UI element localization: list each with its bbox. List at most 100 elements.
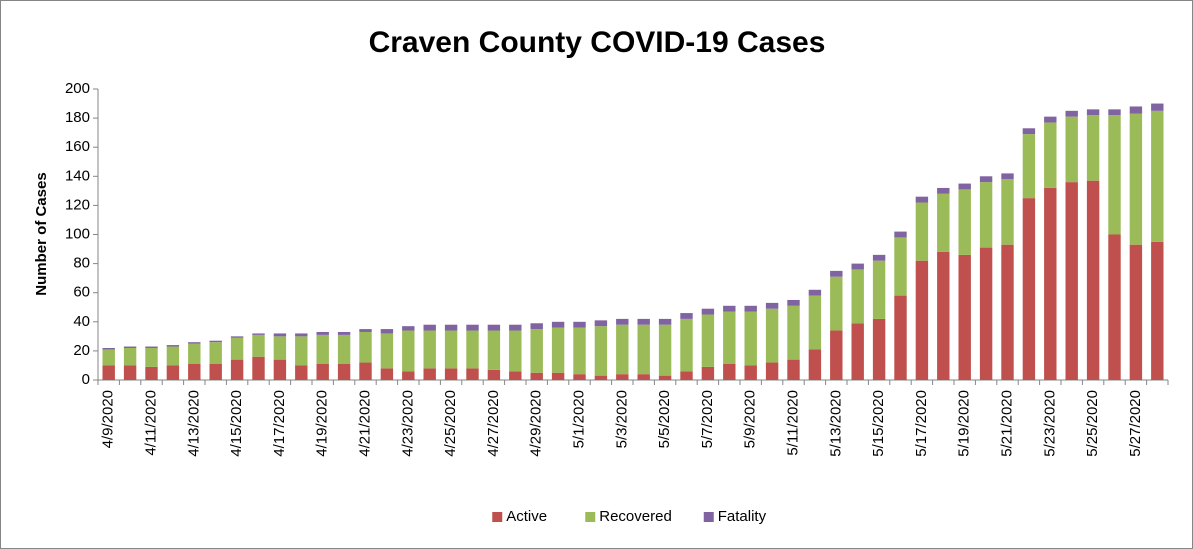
x-tick-label: 4/17/2020	[271, 390, 288, 457]
bar	[166, 365, 180, 380]
bar	[509, 324, 522, 331]
bar	[380, 368, 394, 380]
bar	[958, 183, 971, 190]
bar	[701, 308, 715, 315]
bar	[295, 336, 308, 366]
bar	[616, 318, 629, 325]
legend-label: Fatality	[718, 508, 767, 525]
bar	[915, 202, 929, 261]
y-axis-label: Number of Cases	[33, 172, 50, 295]
x-tick-label: 5/23/2020	[1041, 390, 1058, 457]
x-tick-label: 5/5/2020	[656, 390, 673, 448]
bar	[744, 365, 757, 380]
bar	[188, 342, 201, 344]
bar	[1044, 122, 1057, 188]
bar	[594, 326, 608, 376]
bar	[252, 333, 265, 335]
bar	[723, 311, 736, 364]
legend-swatch	[585, 512, 596, 522]
bar	[744, 305, 757, 312]
bar	[830, 330, 843, 380]
x-tick-label: 5/25/2020	[1084, 390, 1101, 457]
bar	[894, 295, 907, 380]
bar	[466, 368, 479, 380]
x-tick-label: 5/15/2020	[870, 390, 887, 457]
bar	[1108, 109, 1121, 116]
bar	[1065, 182, 1078, 380]
bar	[1065, 116, 1078, 183]
bar	[808, 289, 822, 296]
bar	[658, 318, 672, 325]
bar	[466, 324, 479, 331]
bar	[295, 365, 308, 380]
bar	[402, 371, 415, 380]
x-tick-label: 4/15/2020	[228, 390, 245, 457]
bar	[316, 334, 329, 364]
bar	[402, 326, 415, 331]
bar	[723, 363, 736, 380]
bar	[787, 359, 800, 380]
x-tick-label: 5/17/2020	[913, 390, 930, 457]
x-tick-label: 5/1/2020	[570, 390, 587, 448]
bar	[273, 336, 287, 360]
bar	[337, 363, 351, 380]
bar	[509, 330, 522, 372]
bar	[894, 231, 907, 238]
x-tick-label: 4/9/2020	[100, 390, 117, 448]
bar	[1001, 179, 1014, 245]
bar	[337, 331, 351, 335]
bar	[1108, 115, 1121, 235]
bar	[551, 321, 565, 328]
bar	[444, 324, 458, 331]
x-tick-label: 5/3/2020	[613, 390, 630, 448]
bar	[188, 343, 201, 364]
bar	[273, 359, 287, 380]
bar	[423, 368, 436, 380]
bar	[359, 362, 372, 380]
bar	[701, 366, 715, 380]
x-tick-label: 5/13/2020	[827, 390, 844, 457]
bar	[487, 330, 501, 370]
bar	[380, 329, 394, 334]
bar	[808, 349, 822, 380]
x-tick-label: 5/7/2020	[699, 390, 716, 448]
y-tick-label: 180	[65, 109, 90, 126]
bar	[423, 330, 436, 369]
bar	[744, 311, 757, 366]
bar	[680, 371, 693, 380]
bar	[145, 347, 158, 367]
bar	[616, 374, 629, 380]
bar	[1086, 109, 1100, 116]
bar	[1151, 241, 1164, 380]
bar	[937, 193, 950, 252]
bar	[188, 363, 201, 380]
bar	[573, 321, 586, 328]
bar	[594, 320, 608, 327]
bar	[273, 333, 287, 337]
bar	[230, 336, 244, 338]
x-tick-label: 5/11/2020	[784, 390, 801, 456]
bar	[1001, 173, 1014, 180]
bar	[979, 182, 993, 248]
legend-label: Recovered	[599, 508, 672, 525]
bar	[380, 333, 394, 369]
bar	[851, 269, 864, 324]
bar	[209, 363, 222, 380]
x-tick-label: 4/29/2020	[528, 390, 545, 457]
y-tick-label: 200	[65, 80, 90, 97]
bar	[359, 331, 372, 363]
bar	[637, 318, 650, 325]
bar	[1151, 110, 1164, 242]
x-tick-label: 4/13/2020	[185, 390, 202, 457]
y-tick-label: 100	[65, 225, 90, 242]
bar	[530, 323, 543, 330]
bar	[723, 305, 736, 312]
bar	[1129, 244, 1143, 380]
bar	[423, 324, 436, 331]
bar	[958, 254, 971, 380]
bar	[123, 347, 137, 366]
bar	[252, 334, 265, 357]
bar	[872, 254, 886, 261]
chart-title: Craven County COVID-19 Cases	[369, 26, 826, 59]
bar	[872, 260, 886, 319]
